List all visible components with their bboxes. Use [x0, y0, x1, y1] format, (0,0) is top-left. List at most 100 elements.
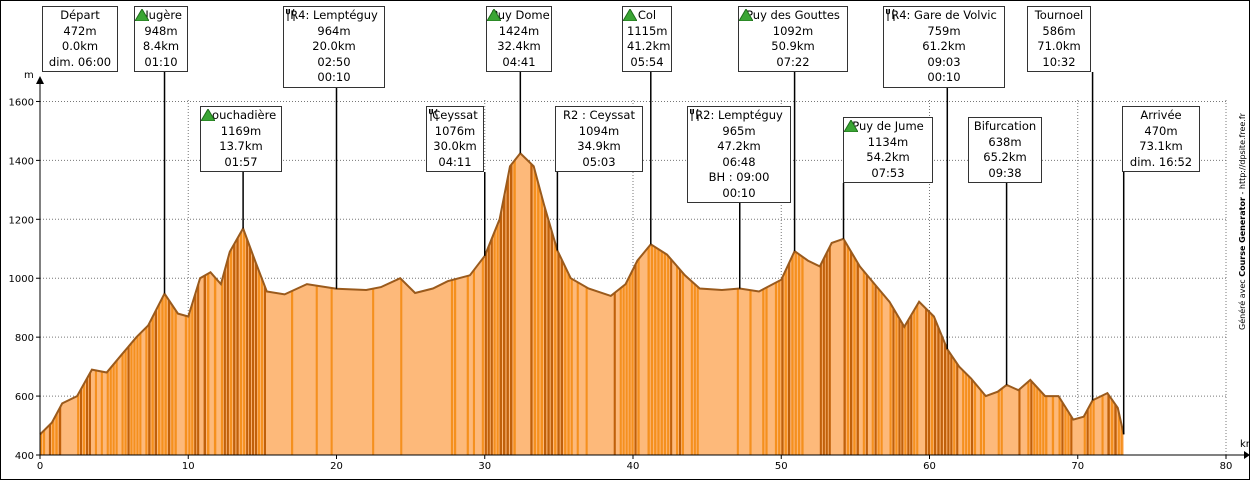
slope-stripe — [115, 153, 118, 455]
slope-stripe — [246, 153, 249, 455]
waypoint-name: Puy de Jume — [852, 119, 924, 133]
waypoint-time: 07:22 — [776, 54, 810, 69]
food-icon — [429, 109, 438, 121]
waypoint-time: 07:53 — [871, 165, 905, 180]
waypoint-dist: 50.9km — [771, 39, 815, 53]
slope-stripe — [1051, 153, 1055, 455]
x-axis-arrow — [1244, 451, 1250, 459]
slope-stripe — [937, 153, 940, 455]
slope-stripe — [862, 153, 865, 455]
slope-stripe — [171, 153, 174, 455]
slope-stripe — [151, 153, 154, 455]
waypoint-alt: 1094m — [578, 123, 620, 138]
slope-stripe — [634, 153, 637, 455]
slope-stripe — [736, 153, 739, 455]
waypoint-box-4: Ceyssat 1076m 30.0km 04:11 — [426, 106, 484, 172]
slope-stripe — [77, 153, 80, 455]
waypoint-alt: 472m — [63, 23, 97, 38]
slope-stripe — [472, 153, 475, 455]
slope-stripe — [1064, 153, 1067, 455]
waypoint-box-9: Puy des Gouttes 1092m 50.9km 07:22 — [738, 6, 848, 72]
slope-stripe — [493, 153, 496, 455]
waypoint-alt: 964m — [317, 23, 351, 38]
slope-stripe — [174, 153, 177, 455]
slope-stripe — [83, 153, 86, 455]
slope-stripe — [191, 153, 194, 455]
waypoint-bh: BH : 09:00 — [708, 170, 770, 184]
slope-stripe — [184, 153, 188, 455]
y-tick-label: 400 — [15, 451, 34, 462]
waypoint-dist: 34.9km — [577, 139, 621, 153]
slope-stripe — [940, 153, 943, 455]
x-tick-label: 80 — [1220, 461, 1233, 472]
slope-stripe — [693, 153, 696, 455]
waypoint-box-12: Bifurcation 638m 65.2km 09:38 — [968, 117, 1042, 183]
slope-stripe — [252, 153, 255, 455]
summit-icon — [623, 9, 637, 21]
slope-stripe — [506, 153, 509, 455]
waypoint-dist: 61.2km — [922, 39, 966, 53]
slope-stripe — [1083, 153, 1086, 455]
y-axis-label: m — [24, 70, 34, 81]
slope-stripe — [503, 153, 506, 455]
slope-stripe — [778, 153, 781, 455]
slope-stripe — [291, 153, 294, 455]
waypoint-alt: 638m — [988, 134, 1022, 149]
slope-stripe — [850, 153, 853, 455]
slope-stripe — [112, 153, 115, 455]
slope-stripe — [1042, 153, 1045, 455]
x-tick-label: 20 — [330, 461, 343, 472]
slope-stripe — [554, 153, 557, 455]
slope-stripe — [853, 153, 856, 455]
waypoint-name: Bifurcation — [973, 119, 1037, 133]
slope-stripe — [43, 153, 46, 455]
waypoint-name: Nugère — [140, 8, 182, 22]
slope-stripe — [676, 153, 679, 455]
waypoint-dist: 8.4km — [142, 39, 180, 53]
slope-stripe — [239, 153, 243, 455]
slope-stripe — [801, 153, 804, 455]
waypoint-name: R4: Lemptéguy — [290, 8, 378, 22]
waypoint-time: 09:03 — [927, 54, 961, 69]
waypoint-name: R4: Gare de Volvic — [891, 8, 997, 22]
elevation-line — [39, 151, 1125, 436]
slope-stripe — [130, 153, 133, 455]
x-tick-label: 30 — [478, 461, 491, 472]
slope-stripe — [48, 153, 51, 455]
waypoint-dist: 30.0km — [433, 139, 477, 153]
waypoint-name: Louchadière — [205, 108, 277, 122]
waypoint-name: Puy Dome — [491, 8, 550, 22]
elevation-area — [40, 153, 1124, 456]
waypoint-time: 02:50 — [317, 54, 351, 69]
x-tick-label: 50 — [775, 461, 788, 472]
waypoint-dist: 65.2km — [983, 150, 1027, 164]
slope-stripe — [148, 153, 151, 455]
slope-stripe — [106, 153, 109, 455]
waypoint-time: 01:57 — [224, 154, 258, 169]
slope-stripe — [1045, 153, 1048, 455]
waypoint-dist: 0.0km — [61, 39, 99, 53]
slope-stripe — [55, 153, 58, 455]
generator-credit: Généré avec Course Generator - http://dp… — [1238, 113, 1247, 330]
slope-stripe — [681, 153, 684, 455]
slope-stripe — [167, 153, 171, 455]
slope-stripe — [484, 153, 487, 455]
slope-stripe — [454, 153, 457, 455]
slope-stripe — [207, 153, 210, 455]
slope-stripe — [637, 153, 640, 455]
slope-stripe — [80, 153, 83, 455]
slope-stripe — [1114, 153, 1117, 455]
slope-stripe — [487, 153, 490, 455]
slope-stripe — [564, 153, 567, 455]
slope-stripe — [139, 153, 142, 455]
slope-stripe — [663, 153, 667, 455]
slope-stripe — [58, 153, 62, 455]
slope-stripe — [537, 153, 540, 455]
slope-stripe — [133, 153, 136, 455]
y-tick-label: 1000 — [9, 274, 34, 285]
slope-stripe — [533, 153, 537, 455]
slope-stripe — [249, 153, 252, 455]
x-tick-label: 10 — [182, 461, 195, 472]
waypoint-name: Arrivée — [1140, 108, 1182, 122]
